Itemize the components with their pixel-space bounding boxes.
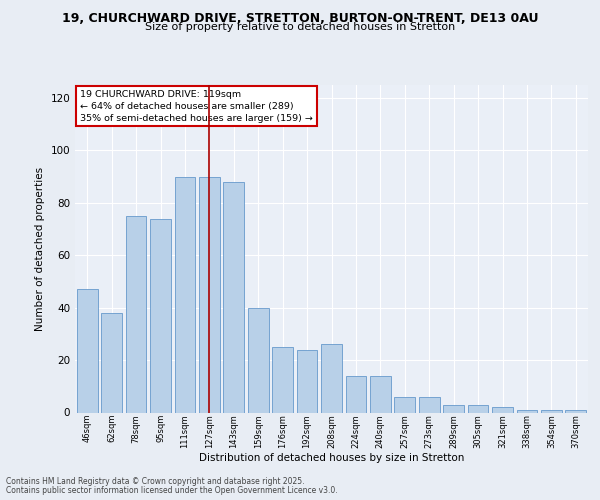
Bar	[125, 216, 146, 412]
Bar	[199, 176, 220, 412]
Text: Contains public sector information licensed under the Open Government Licence v3: Contains public sector information licen…	[6, 486, 338, 495]
Bar	[272, 347, 293, 412]
Y-axis label: Number of detached properties: Number of detached properties	[35, 166, 45, 331]
Bar	[419, 397, 440, 412]
Bar	[175, 176, 196, 412]
Bar	[321, 344, 342, 412]
Bar	[296, 350, 317, 412]
Text: Size of property relative to detached houses in Stretton: Size of property relative to detached ho…	[145, 22, 455, 32]
Bar	[517, 410, 538, 412]
Text: 19, CHURCHWARD DRIVE, STRETTON, BURTON-ON-TRENT, DE13 0AU: 19, CHURCHWARD DRIVE, STRETTON, BURTON-O…	[62, 12, 538, 26]
Bar	[150, 218, 171, 412]
Bar	[77, 290, 98, 412]
Text: 19 CHURCHWARD DRIVE: 119sqm
← 64% of detached houses are smaller (289)
35% of se: 19 CHURCHWARD DRIVE: 119sqm ← 64% of det…	[80, 90, 313, 122]
Bar	[346, 376, 367, 412]
X-axis label: Distribution of detached houses by size in Stretton: Distribution of detached houses by size …	[199, 454, 464, 464]
Bar	[467, 404, 488, 412]
Bar	[565, 410, 586, 412]
Bar	[370, 376, 391, 412]
Bar	[248, 308, 269, 412]
Bar	[101, 313, 122, 412]
Bar	[223, 182, 244, 412]
Bar	[394, 397, 415, 412]
Bar	[443, 404, 464, 412]
Bar	[541, 410, 562, 412]
Text: Contains HM Land Registry data © Crown copyright and database right 2025.: Contains HM Land Registry data © Crown c…	[6, 478, 305, 486]
Bar	[492, 408, 513, 412]
